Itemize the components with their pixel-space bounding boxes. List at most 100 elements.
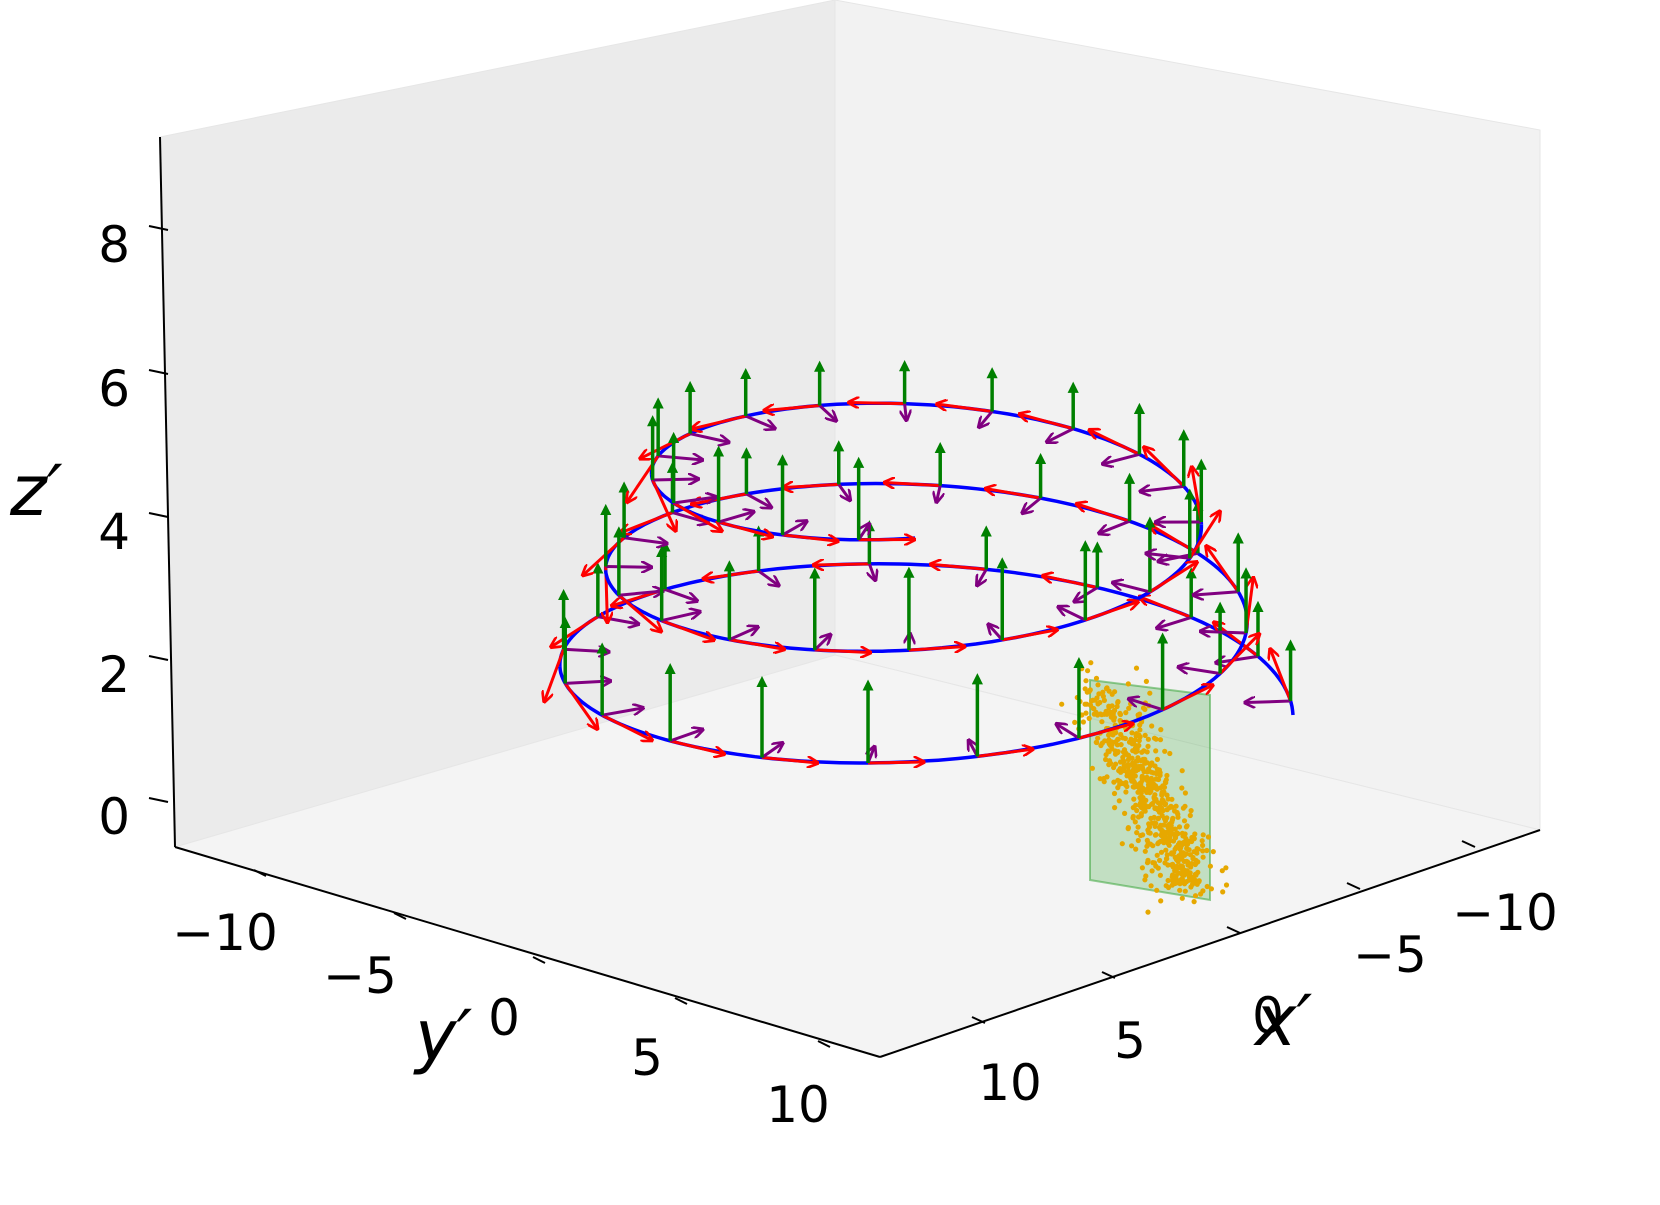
normal-arrow <box>1194 592 1239 595</box>
cloud-point <box>1145 743 1151 750</box>
cloud-point <box>1134 830 1140 836</box>
tangent-arrow <box>931 564 987 569</box>
cloud-point <box>1200 854 1206 860</box>
cloud-point <box>1170 861 1176 867</box>
cloud-point <box>1125 826 1131 832</box>
x-tick <box>971 1016 986 1024</box>
tangent-arrow <box>1001 630 1056 642</box>
cloud-point <box>1122 735 1128 742</box>
tangent-arrow <box>617 594 661 631</box>
cloud-point <box>1149 723 1155 729</box>
x-axis-line <box>879 829 1541 1058</box>
normal-arrow <box>605 566 651 567</box>
cloud-point <box>1146 777 1152 783</box>
normal-arrow <box>623 538 666 544</box>
x-tick <box>1346 882 1361 890</box>
normal-arrow <box>1147 554 1190 559</box>
cloud-point <box>1131 796 1137 802</box>
cloud-point <box>1082 701 1088 707</box>
cloud-point <box>1134 731 1140 737</box>
cloud-point <box>1204 847 1210 854</box>
tangent-arrow <box>669 739 723 754</box>
cloud-point <box>1140 705 1147 711</box>
tangent-arrow <box>938 404 993 413</box>
cloud-point <box>1170 815 1176 821</box>
cloud-point <box>1164 852 1170 858</box>
cloud-point <box>1125 768 1131 774</box>
cloud-point <box>1196 879 1202 885</box>
tangent-arrow <box>621 511 674 533</box>
tangent-arrow <box>814 650 870 653</box>
cloud-point <box>1114 703 1120 710</box>
cloud-point <box>1106 705 1112 711</box>
z-axis-line <box>159 136 176 848</box>
cloud-point <box>1135 784 1141 790</box>
cloud-point <box>1200 832 1206 838</box>
cloud-point <box>1120 759 1126 765</box>
cloud-point <box>1223 882 1230 888</box>
x-tick-label: 0 <box>1252 987 1284 1045</box>
cloud-point <box>1158 849 1165 855</box>
normal-arrow <box>1057 724 1080 740</box>
normal-arrow <box>989 625 1004 641</box>
cloud-point <box>1089 698 1095 704</box>
tangent-arrow <box>1271 650 1292 702</box>
normal-arrow <box>818 404 836 420</box>
normal-arrow <box>1217 654 1259 662</box>
cloud-point <box>1142 760 1148 766</box>
cloud-point <box>1184 845 1190 852</box>
cloud-point <box>1179 785 1185 791</box>
cloud-point <box>1124 783 1130 790</box>
cloud-point <box>1132 819 1138 825</box>
cloud-point <box>1135 814 1142 820</box>
cloud-point <box>1142 848 1148 854</box>
cloud-point <box>1137 795 1143 801</box>
y-tick-label: −5 <box>323 947 397 1005</box>
cloud-point <box>1099 719 1105 725</box>
cloud-point <box>1115 777 1121 783</box>
cloud-point <box>1133 768 1139 774</box>
cloud-point <box>1182 803 1188 809</box>
z-tick <box>148 655 169 661</box>
normal-arrow <box>1201 631 1247 633</box>
cloud-point <box>1101 775 1107 782</box>
normal-arrow <box>905 403 907 420</box>
cloud-point <box>1167 750 1173 757</box>
cloud-point <box>1179 876 1185 882</box>
cloud-point <box>1111 764 1117 771</box>
tangent-arrow <box>782 533 838 541</box>
cloud-point <box>1172 854 1178 861</box>
cloud-point <box>1108 714 1114 720</box>
normal-arrow <box>837 483 850 499</box>
cloud-point <box>1150 843 1156 849</box>
cloud-point <box>1181 872 1187 878</box>
cloud-point <box>1072 719 1078 726</box>
normal-arrow <box>1246 701 1291 702</box>
cloud-point <box>1173 866 1180 872</box>
cloud-point <box>1111 779 1117 785</box>
cloud-point <box>1195 869 1201 876</box>
cloud-point <box>1157 872 1163 878</box>
tangent-arrow <box>651 479 676 530</box>
cloud-point <box>1134 758 1140 764</box>
cloud-point <box>1153 832 1159 838</box>
normal-arrow <box>757 569 779 585</box>
cloud-point <box>1121 767 1127 773</box>
normal-arrow <box>689 432 728 442</box>
y-tick <box>674 997 688 1005</box>
x-tick-label: −5 <box>1353 926 1427 984</box>
cloud-point <box>1125 681 1131 687</box>
cloud-point <box>1189 838 1195 845</box>
cloud-point <box>1133 665 1140 671</box>
cloud-point <box>1193 860 1199 867</box>
cloud-point <box>1163 780 1169 786</box>
cloud-point <box>1109 691 1115 697</box>
normal-arrow <box>718 512 753 524</box>
z-tick-label: 4 <box>98 503 130 561</box>
cloud-point <box>1089 765 1095 771</box>
cloud-point <box>1164 807 1170 813</box>
point-cloud-layer <box>1059 660 1230 915</box>
y-tick <box>532 956 546 964</box>
cloud-point <box>1116 798 1122 804</box>
tangent-arrow <box>1149 562 1196 594</box>
